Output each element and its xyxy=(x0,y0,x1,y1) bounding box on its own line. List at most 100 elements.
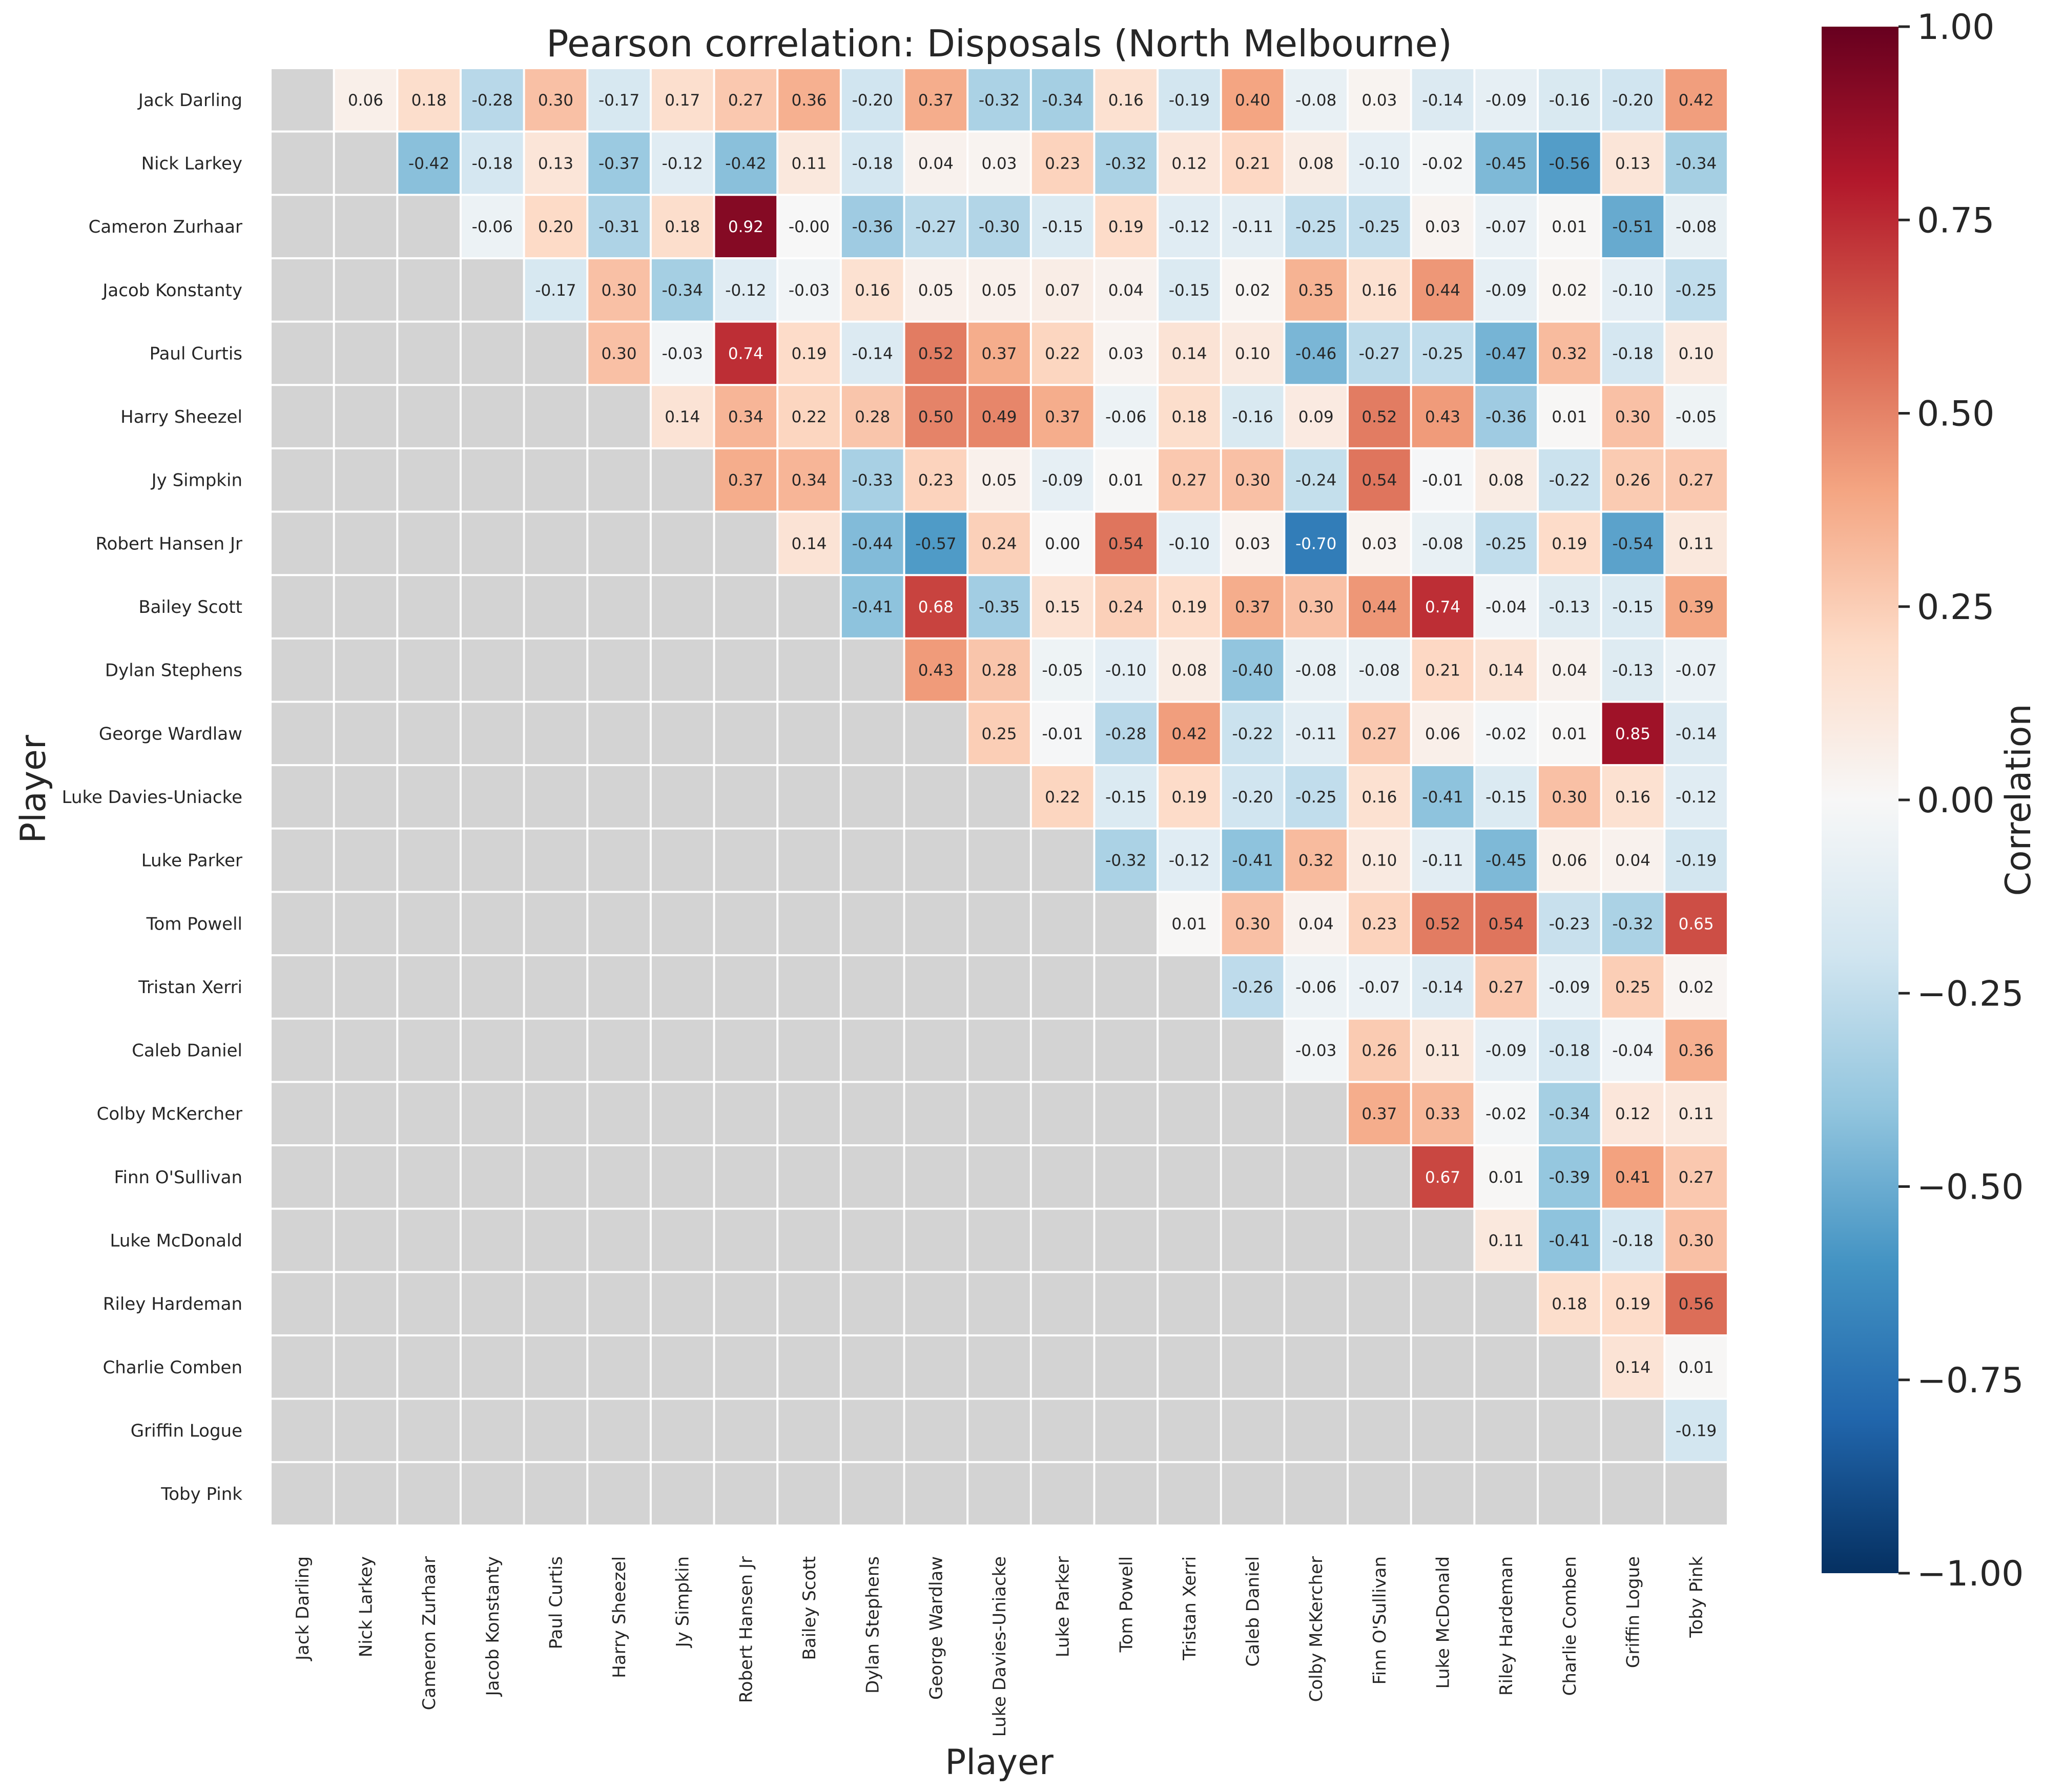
colorbar-tick-label: −0.75 xyxy=(1917,1361,2024,1401)
masked-cell xyxy=(460,385,524,448)
heatmap-cell xyxy=(1601,1208,1665,1272)
heatmap-cell xyxy=(1030,68,1095,132)
masked-cell xyxy=(271,765,334,829)
cell-value-label: 0.35 xyxy=(1298,281,1334,300)
cell-value-label: -0.05 xyxy=(1676,408,1717,426)
colorbar-tick-label: −1.00 xyxy=(1917,1554,2024,1594)
heatmap-cell xyxy=(1221,575,1285,638)
cell-value-label: -0.57 xyxy=(915,534,956,553)
heatmap-cell xyxy=(1538,575,1601,638)
x-tick-labels: Jack Darling Nick Larkey Cameron Zurhaar Ja… xyxy=(293,1556,1707,1737)
masked-cell xyxy=(397,1082,461,1146)
masked-cell xyxy=(714,1335,778,1399)
cell-value-label: 0.21 xyxy=(1425,662,1460,680)
cell-value-label: -0.14 xyxy=(1422,91,1463,110)
cell-value-label: 0.22 xyxy=(792,408,827,426)
masked-cell xyxy=(1284,1145,1348,1209)
cell-value-label: 0.16 xyxy=(855,281,890,300)
masked-cell xyxy=(714,1462,778,1526)
cell-value-label: 0.40 xyxy=(1235,91,1270,110)
cell-value-label: 0.01 xyxy=(1552,725,1587,743)
heatmap-cell xyxy=(1158,702,1221,766)
masked-cell xyxy=(524,1272,588,1335)
masked-cell xyxy=(840,955,904,1019)
masked-cell xyxy=(650,1208,714,1272)
x-tick-label: Tom Powell xyxy=(1116,1556,1137,1653)
masked-cell xyxy=(650,448,714,512)
heatmap-cell xyxy=(1664,828,1728,892)
cell-value-label: -0.12 xyxy=(1169,218,1210,236)
heatmap-cell xyxy=(1348,638,1411,702)
masked-cell xyxy=(777,1335,841,1399)
masked-cell xyxy=(587,892,651,956)
heatmap-cell xyxy=(1538,1082,1601,1146)
masked-cell xyxy=(271,258,334,322)
heatmap-cell xyxy=(1411,321,1475,385)
masked-cell xyxy=(1538,1398,1601,1463)
masked-cell xyxy=(1094,1272,1158,1335)
cell-value-label: -0.13 xyxy=(1549,598,1590,616)
cell-value-label: -0.09 xyxy=(1485,91,1526,110)
y-tick-label: Riley Hardeman xyxy=(103,1294,242,1314)
x-tick-label: Jacob Konstanty xyxy=(483,1556,503,1697)
heatmap-cell xyxy=(1601,892,1665,956)
masked-cell xyxy=(650,1018,714,1082)
cell-value-label: -0.31 xyxy=(598,218,639,236)
colorbar xyxy=(1822,27,1898,1573)
heatmap-cell xyxy=(1158,511,1221,575)
masked-cell xyxy=(714,955,778,1019)
masked-cell xyxy=(1411,1208,1475,1272)
y-tick-label: Luke Parker xyxy=(141,851,242,871)
masked-cell xyxy=(524,955,588,1019)
masked-cell xyxy=(1221,1145,1285,1209)
heatmap-cell xyxy=(1474,575,1538,638)
y-tick-label: Jack Darling xyxy=(137,90,242,111)
y-tick-label: Dylan Stephens xyxy=(105,661,242,681)
heatmap-cell xyxy=(714,385,778,448)
heatmap-cell xyxy=(524,258,588,322)
heatmap-cell xyxy=(1411,1018,1475,1082)
masked-cell xyxy=(967,1398,1031,1463)
masked-cell xyxy=(904,828,968,892)
heatmap-cell xyxy=(1474,638,1538,702)
heatmap-cell xyxy=(1221,892,1285,956)
cell-value-label: 0.00 xyxy=(1045,534,1080,553)
heatmap-cell xyxy=(840,575,904,638)
heatmap-cell xyxy=(1664,765,1728,829)
masked-cell xyxy=(840,1272,904,1335)
cell-value-label: -0.13 xyxy=(1612,662,1653,680)
masked-cell xyxy=(524,1208,588,1272)
cell-value-label: 0.34 xyxy=(792,471,827,490)
masked-cell xyxy=(587,385,651,448)
heatmap-cell xyxy=(1601,828,1665,892)
masked-cell xyxy=(271,1335,334,1399)
x-tick-label: Finn O'Sullivan xyxy=(1370,1556,1390,1685)
heatmap-cell xyxy=(1411,702,1475,766)
masked-cell xyxy=(1474,1462,1538,1526)
heatmap-cell xyxy=(1664,1335,1728,1399)
masked-cell xyxy=(1158,1335,1221,1399)
heatmap-cell xyxy=(904,131,968,195)
y-tick-label: Paul Curtis xyxy=(150,343,242,364)
cell-value-label: 0.26 xyxy=(1361,1042,1397,1060)
masked-cell xyxy=(1284,1272,1348,1335)
heatmap-cell xyxy=(587,321,651,385)
masked-cell xyxy=(524,1082,588,1146)
heatmap-cell xyxy=(1030,385,1095,448)
cell-value-label: -0.07 xyxy=(1676,662,1717,680)
cell-value-label: 0.01 xyxy=(1679,1358,1714,1377)
cell-value-label: 0.65 xyxy=(1679,915,1714,933)
masked-cell xyxy=(840,1398,904,1463)
masked-cell xyxy=(1538,1335,1601,1399)
masked-cell xyxy=(397,1145,461,1209)
heatmap-cell xyxy=(1664,131,1728,195)
heatmap-cell xyxy=(1664,892,1728,956)
heatmap-cell xyxy=(1348,892,1411,956)
heatmap-cell xyxy=(1538,385,1601,448)
y-tick-label: Tristan Xerri xyxy=(138,977,242,998)
cell-value-label: 0.03 xyxy=(1108,344,1144,363)
masked-cell xyxy=(777,1018,841,1082)
masked-cell xyxy=(397,1462,461,1526)
masked-cell xyxy=(1158,955,1221,1019)
heatmap-cell xyxy=(460,131,524,195)
